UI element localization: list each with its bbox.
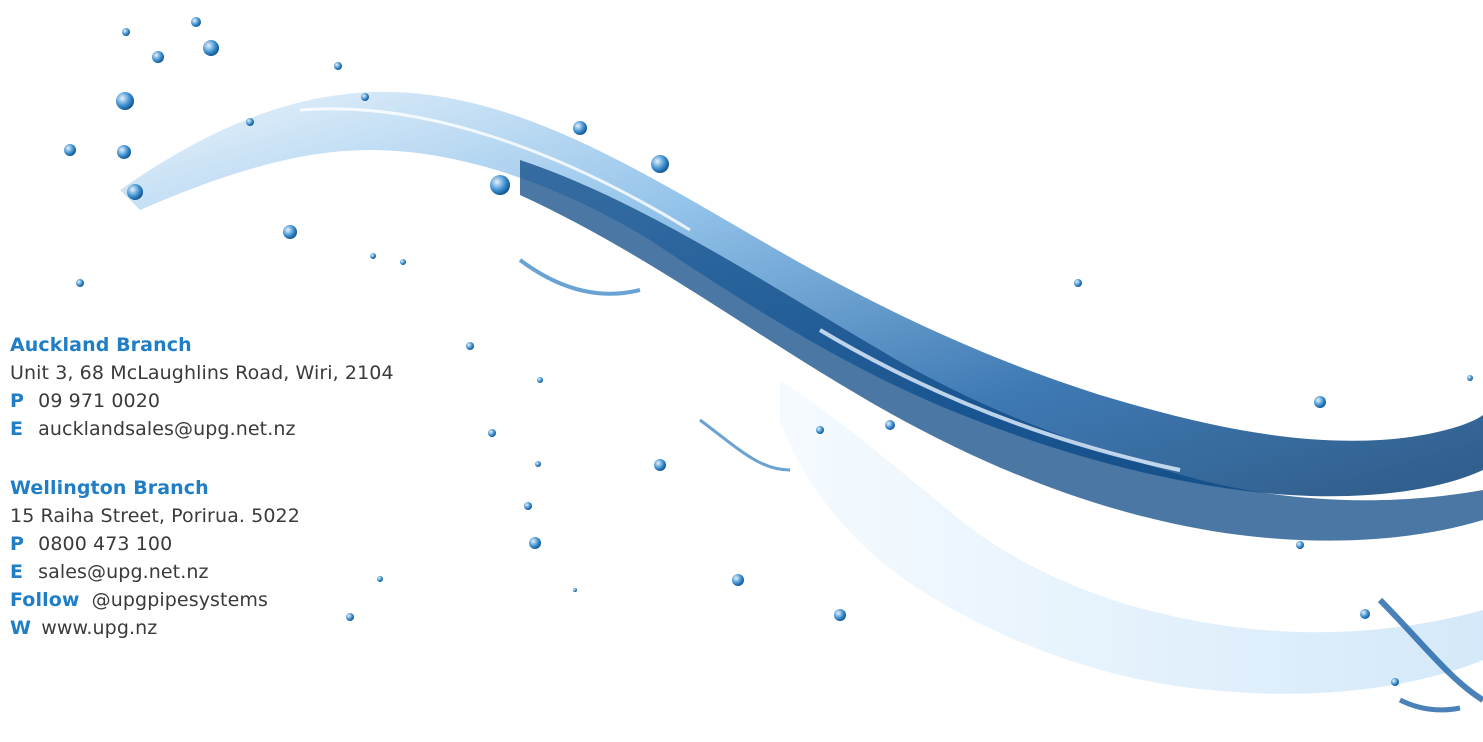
wellington-phone-link[interactable]: 0800 473 100 — [38, 533, 173, 555]
wellington-email-link[interactable]: sales@upg.net.nz — [38, 561, 209, 583]
wellington-phone-row: P 0800 473 100 — [10, 530, 300, 558]
email-label: E — [10, 561, 24, 583]
auckland-address: Unit 3, 68 McLaughlins Road, Wiri, 2104 — [10, 362, 394, 384]
website-label: W — [10, 617, 32, 639]
website-row: W www.upg.nz — [10, 614, 300, 642]
email-label: E — [10, 418, 24, 440]
follow-label: Follow — [10, 589, 80, 611]
auckland-email-row: E aucklandsales@upg.net.nz — [10, 415, 394, 443]
auckland-phone-row: P 09 971 0020 — [10, 387, 394, 415]
wellington-branch-contact: Wellington Branch 15 Raiha Street, Porir… — [10, 474, 300, 642]
wellington-address: 15 Raiha Street, Porirua. 5022 — [10, 505, 300, 527]
social-follow-row: Follow @upgpipesystems — [10, 586, 300, 614]
phone-label: P — [10, 390, 25, 412]
wellington-branch-heading: Wellington Branch — [10, 477, 209, 499]
website-link[interactable]: www.upg.nz — [41, 617, 158, 639]
auckland-email-link[interactable]: aucklandsales@upg.net.nz — [38, 418, 296, 440]
phone-label: P — [10, 533, 25, 555]
auckland-branch-contact: Auckland Branch Unit 3, 68 McLaughlins R… — [10, 331, 394, 443]
auckland-branch-heading: Auckland Branch — [10, 334, 192, 356]
wellington-email-row: E sales@upg.net.nz — [10, 558, 300, 586]
social-handle-link[interactable]: @upgpipesystems — [91, 589, 268, 611]
auckland-phone-link[interactable]: 09 971 0020 — [38, 390, 161, 412]
